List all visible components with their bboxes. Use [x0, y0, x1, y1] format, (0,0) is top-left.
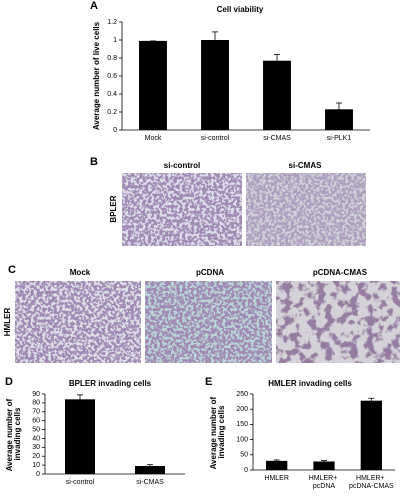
column-label: si-CMAS [289, 161, 323, 170]
micrograph-texture [145, 281, 272, 363]
panel-letter: C [8, 264, 16, 276]
panel-letter: D [5, 376, 13, 388]
x-tick-label: si-control [201, 135, 230, 142]
y-tick-label: 0.4 [107, 91, 117, 98]
bar [313, 461, 335, 470]
error-bar [212, 31, 218, 49]
y-axis-label: Average number of invading cells [209, 395, 226, 470]
bar [266, 460, 288, 470]
bar [263, 60, 291, 131]
chart-title: HMLER invading cells [268, 379, 352, 388]
error-bar [321, 460, 327, 463]
y-axis-label: Average number of invading cells [5, 397, 22, 472]
x-tick-label: si-CMAS [136, 479, 164, 486]
bar [325, 109, 353, 130]
bar [139, 40, 167, 130]
y-tick-label: 60 [32, 418, 40, 425]
y-tick-label: 40 [32, 435, 40, 442]
bar [201, 40, 229, 130]
y-tick-label: 250 [236, 391, 248, 398]
y-tick-label: 150 [236, 421, 248, 428]
bar [135, 466, 165, 474]
y-tick-label: 0.2 [107, 109, 117, 116]
y-tick-label: 90 [32, 391, 40, 398]
y-tick-label: 50 [240, 452, 248, 459]
y-tick-label: 1.2 [107, 19, 117, 26]
y-tick-label: 70 [32, 409, 40, 416]
column-label: Mock [70, 268, 91, 277]
y-tick-label: 20 [32, 453, 40, 460]
x-tick-label: Mock [145, 135, 162, 142]
error-bar [336, 102, 342, 116]
y-axis-label: Average number of live cells [92, 21, 101, 130]
chart-title: Cell viability [217, 5, 264, 14]
column-label: pCDNA [196, 268, 224, 277]
error-bar [274, 54, 280, 68]
row-label: BPLER [109, 195, 118, 222]
error-bar [273, 459, 280, 463]
y-tick-label: 1 [113, 37, 117, 44]
column-label: pCDNA-CMAS [313, 268, 368, 277]
y-tick-label: 0 [113, 127, 117, 134]
error-bar [147, 464, 153, 468]
x-tick-label: HMLER+ pcDNA [309, 475, 340, 490]
column-label: si-control [164, 161, 200, 170]
micrograph-texture [15, 281, 141, 363]
y-tick-label: 10 [32, 462, 40, 469]
y-tick-label: 80 [32, 400, 40, 407]
y-tick-label: 0.8 [107, 55, 117, 62]
error-bar [368, 397, 375, 404]
row-label: HMLER [3, 308, 12, 337]
y-tick-label: 0 [36, 471, 40, 478]
panel-letter: A [90, 0, 98, 12]
x-tick-label: HMLER [264, 475, 289, 482]
error-bar [77, 394, 83, 405]
x-tick-label: si-control [66, 479, 95, 486]
micrograph-texture [246, 173, 366, 246]
y-tick-label: 200 [236, 406, 248, 413]
panel-letter: E [205, 376, 212, 388]
panel-letter: B [90, 156, 98, 168]
y-tick-label: 0.6 [107, 73, 117, 80]
y-tick-label: 30 [32, 444, 40, 451]
bar [360, 400, 382, 470]
y-tick-label: 0 [244, 467, 248, 474]
bar [65, 399, 95, 474]
x-tick-label: si-CMAS [263, 135, 291, 142]
x-tick-label: HMLER+ pcDNA-CMAS [349, 475, 394, 490]
y-tick-label: 100 [236, 436, 248, 443]
micrograph-texture [122, 173, 242, 246]
micrograph-texture [276, 281, 400, 363]
chart-title: BPLER invading cells [69, 379, 152, 388]
x-tick-label: si-PLK1 [327, 135, 352, 142]
y-tick-label: 50 [32, 426, 40, 433]
